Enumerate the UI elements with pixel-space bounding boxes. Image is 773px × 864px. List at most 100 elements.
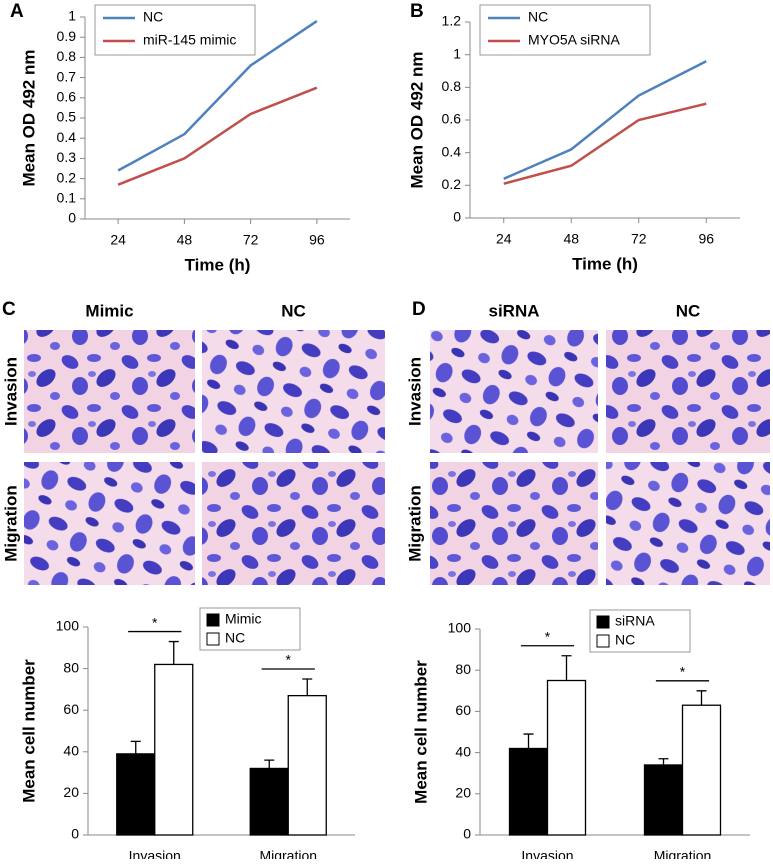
legend-swatch <box>206 613 220 627</box>
y-tick-label: 0.4 <box>57 129 77 145</box>
error-bar <box>264 759 275 769</box>
y-tick-label: 0.2 <box>57 169 77 185</box>
micrograph <box>202 462 385 585</box>
y-tick-label: 0.5 <box>57 109 77 125</box>
significance-star: * <box>545 628 551 644</box>
bar <box>249 767 289 836</box>
error-bar <box>561 655 572 681</box>
micrograph <box>202 330 385 453</box>
error-bar <box>523 733 534 749</box>
y-tick-label: 0.9 <box>57 28 77 44</box>
legend-label: NC <box>615 632 635 648</box>
y-tick-label: 80 <box>455 661 471 677</box>
column-label: NC <box>676 301 701 320</box>
bar <box>287 694 327 836</box>
line-series <box>503 60 707 180</box>
x-axis-label: Time (h) <box>572 254 638 273</box>
y-axis-label: Mean OD 492 nm <box>407 52 426 189</box>
y-tick-label: 0.8 <box>442 78 462 94</box>
y-tick-label: 20 <box>63 784 79 800</box>
y-tick-label: 1 <box>453 45 461 61</box>
y-tick-label: 0.7 <box>57 68 77 84</box>
panel-label: C <box>2 299 16 320</box>
y-tick-label: 0 <box>68 210 76 226</box>
x-tick-label: 96 <box>309 232 325 248</box>
legend-swatch <box>596 634 610 648</box>
y-tick-label: 1 <box>68 8 76 24</box>
y-tick-label: 60 <box>455 702 471 718</box>
micrograph <box>24 330 195 453</box>
line-series <box>503 102 707 185</box>
bar <box>508 747 549 836</box>
significance-star: * <box>286 652 292 668</box>
y-tick-label: 40 <box>63 743 79 759</box>
row-label: Invasion <box>1 357 20 426</box>
row-label: Migration <box>405 485 424 562</box>
micrograph <box>606 330 770 453</box>
y-tick-label: 0 <box>71 826 79 842</box>
row-label: Invasion <box>405 357 424 426</box>
panel-label: A <box>10 1 24 22</box>
micrograph <box>430 462 598 585</box>
row-label: Migration <box>1 485 20 562</box>
line-series <box>117 20 318 172</box>
x-tick-label: 72 <box>631 231 647 247</box>
column-label: NC <box>281 301 306 320</box>
legend-label: NC <box>143 9 163 25</box>
legend-label: NC <box>225 630 245 646</box>
column-label: siRNA <box>488 301 539 320</box>
bar <box>154 663 194 836</box>
y-tick-label: 0 <box>463 826 471 842</box>
micrograph <box>606 462 770 585</box>
y-tick-label: 80 <box>63 659 79 675</box>
x-tick-label: 48 <box>563 231 579 247</box>
y-tick-label: 1.2 <box>442 13 462 29</box>
significance-star: * <box>680 664 686 680</box>
y-tick-label: 0.3 <box>57 149 77 165</box>
y-axis-label: Mean cell number <box>411 660 430 804</box>
legend-box <box>94 4 256 56</box>
bar <box>546 679 587 836</box>
panel-label: D <box>412 299 426 320</box>
error-bar <box>658 758 669 765</box>
legend-label: NC <box>528 9 548 25</box>
x-tick-label: Migration <box>654 848 712 859</box>
y-tick-label: 100 <box>56 618 80 634</box>
legend-label: miR-145 mimic <box>143 32 236 48</box>
x-tick-label: 96 <box>698 231 714 247</box>
error-bar <box>696 690 707 706</box>
y-tick-label: 40 <box>455 743 471 759</box>
significance-star: * <box>152 614 158 630</box>
y-axis-label: Mean cell number <box>19 659 38 803</box>
error-bar <box>130 740 141 754</box>
y-tick-label: 0 <box>453 209 461 225</box>
y-tick-label: 20 <box>455 785 471 801</box>
x-tick-label: 24 <box>496 231 512 247</box>
x-tick-label: 48 <box>177 232 193 248</box>
legend-label: Mimic <box>225 611 262 627</box>
micrograph <box>24 462 195 585</box>
micrograph <box>430 330 598 453</box>
error-bar <box>168 640 179 665</box>
legend-swatch <box>206 632 220 646</box>
y-tick-label: 0.2 <box>442 176 462 192</box>
y-tick-label: 60 <box>63 701 79 717</box>
legend-label: siRNA <box>615 613 655 629</box>
y-tick-label: 0.4 <box>442 143 462 159</box>
legend-swatch <box>596 615 610 629</box>
y-tick-label: 0.6 <box>442 111 462 127</box>
bar <box>116 753 156 836</box>
line-series <box>117 86 318 186</box>
bar <box>681 704 722 836</box>
x-tick-label: 72 <box>243 232 259 248</box>
x-tick-label: Invasion <box>521 848 573 859</box>
legend-label: MYO5A siRNA <box>528 32 620 48</box>
column-label: Mimic <box>85 301 133 320</box>
error-bar <box>302 678 313 696</box>
y-axis-label: Mean OD 492 nm <box>19 50 38 187</box>
legend-box <box>479 4 651 56</box>
x-tick-label: Invasion <box>129 848 181 859</box>
x-tick-label: Migration <box>259 848 317 859</box>
x-tick-label: 24 <box>110 232 126 248</box>
